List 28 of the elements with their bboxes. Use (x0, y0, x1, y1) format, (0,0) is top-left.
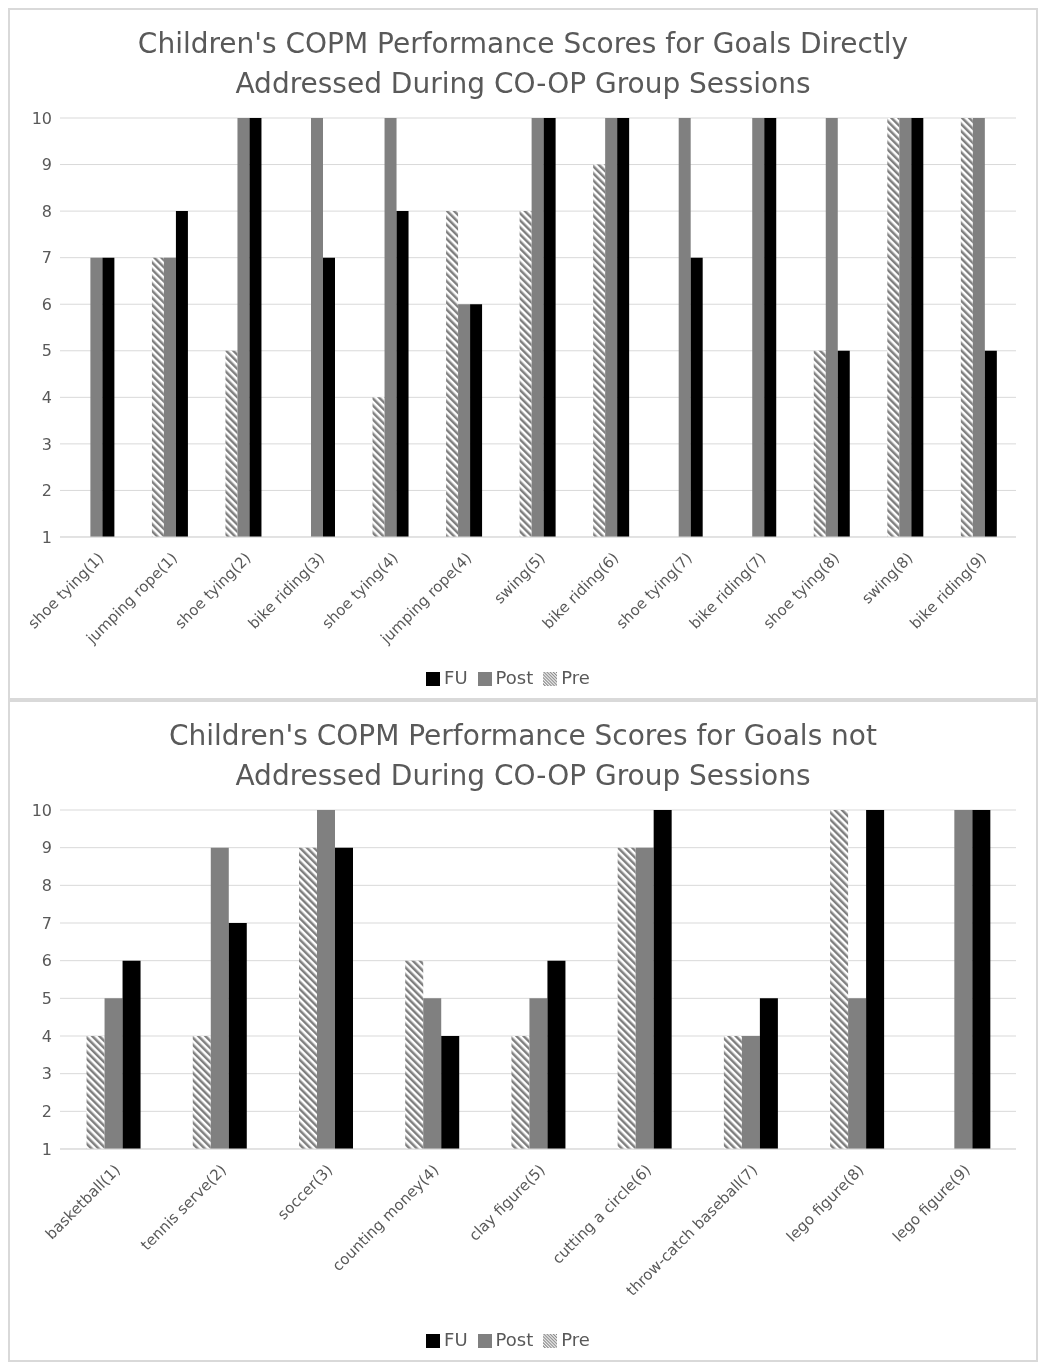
y-tick-label: 9 (41, 155, 52, 175)
y-tick-label: 3 (41, 434, 52, 454)
y-tick-label: 4 (41, 1026, 52, 1046)
y-tick-label: 10 (31, 108, 52, 128)
y-tick-label: 1 (41, 1139, 52, 1159)
y-tick-label: 7 (41, 913, 52, 933)
legend-label: FU (444, 667, 468, 688)
y-tick-label: 8 (41, 876, 52, 896)
y-tick-label: 5 (41, 989, 52, 1009)
y-tick-label: 3 (41, 1064, 52, 1084)
legend-label: Post (495, 667, 534, 688)
y-tick-label: 1 (41, 527, 52, 547)
y-tick-label: 2 (41, 1102, 52, 1122)
chart-title: Children's COPM Performance Scores for Goals Directly Addressed During CO-OP Group Sessions (136, 26, 910, 102)
chart-title: Children's COPM Performance Scores for Goals not Addressed During CO-OP Group Sessions (168, 718, 878, 794)
y-tick-label: 9 (41, 838, 52, 858)
y-tick-label: 6 (41, 951, 52, 971)
y-tick-label: 4 (41, 388, 52, 408)
y-tick-label: 2 (41, 481, 52, 501)
y-tick-label: 5 (41, 341, 52, 361)
y-tick-label: 7 (41, 248, 52, 268)
y-tick-label: 6 (41, 294, 52, 314)
legend-label: Post (495, 1329, 534, 1350)
legend-label: Pre (561, 667, 590, 688)
y-tick-label: 8 (41, 201, 52, 221)
legend-label: Pre (561, 1329, 590, 1350)
legend-label: FU (444, 1329, 468, 1350)
y-tick-label: 10 (31, 800, 52, 820)
